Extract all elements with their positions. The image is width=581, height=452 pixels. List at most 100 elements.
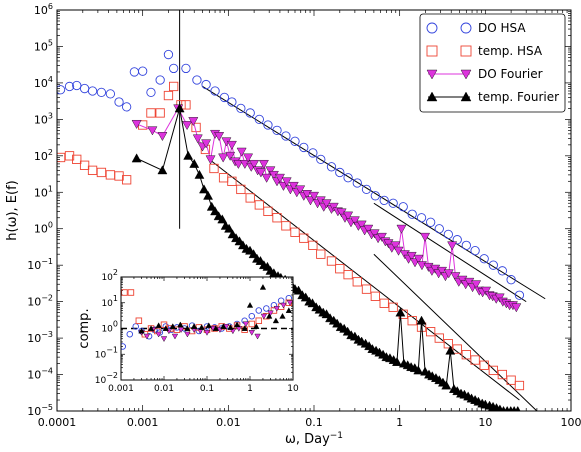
inset-data-point — [198, 324, 205, 330]
data-point — [227, 176, 237, 186]
fit-line — [202, 86, 546, 300]
y-tick-label: 105 — [34, 38, 53, 53]
data-point — [388, 198, 398, 208]
data-point — [114, 97, 124, 107]
data-point — [447, 241, 458, 251]
data-point — [147, 126, 158, 136]
data-point — [388, 302, 398, 312]
data-point — [437, 266, 447, 276]
data-point — [192, 75, 202, 85]
data-point — [395, 307, 406, 317]
inset-data-point — [279, 313, 286, 319]
data-point — [361, 284, 372, 294]
x-tick-label: 100 — [561, 416, 581, 429]
data-point — [225, 151, 236, 161]
y-tick-label: 10−4 — [27, 367, 53, 382]
inset-y-tick-label: 100 — [101, 320, 118, 335]
data-point — [79, 160, 90, 170]
legend-marker — [426, 22, 438, 34]
data-point — [407, 209, 417, 219]
inset-data-point — [143, 333, 151, 340]
data-point — [194, 169, 205, 179]
data-point — [390, 241, 401, 251]
inset-data-point — [138, 327, 145, 334]
data-point — [169, 81, 179, 92]
plot-frame — [56, 9, 572, 412]
inset-data-point — [248, 312, 256, 320]
data-point — [201, 139, 212, 149]
data-point — [245, 193, 255, 203]
data-point — [326, 256, 337, 266]
data-point — [105, 89, 116, 99]
inset-data-point — [286, 300, 293, 306]
data-point — [299, 142, 309, 153]
data-point — [87, 86, 98, 96]
data-point — [370, 191, 380, 201]
y-tick-label: 102 — [34, 148, 53, 163]
inset-data-point — [260, 313, 267, 320]
inset-data-point — [227, 324, 234, 330]
data-point — [121, 102, 132, 112]
inset-x-tick-label: 0.1 — [200, 384, 214, 394]
series-1 — [57, 81, 525, 391]
inset-data-point — [259, 284, 267, 290]
data-point — [328, 202, 339, 212]
data-point — [295, 185, 306, 195]
data-point — [64, 81, 75, 92]
data-point — [396, 224, 407, 234]
data-point — [514, 290, 525, 300]
data-point — [416, 213, 427, 223]
inset-series-group — [121, 284, 293, 350]
inset-data-point — [212, 325, 219, 331]
inset-data-point — [135, 317, 143, 324]
inset-data-point — [280, 302, 287, 309]
inset-y-axis-label: comp. — [77, 308, 92, 348]
data-point — [352, 277, 362, 287]
legend-marker — [460, 69, 472, 80]
data-point — [131, 120, 142, 129]
data-point — [121, 175, 132, 185]
data-point — [443, 229, 453, 240]
y-axis-label: h(ω), E(f) — [5, 180, 20, 240]
legend-marker — [460, 91, 472, 102]
data-point — [413, 365, 424, 375]
main-plot: 0.0001 0.001 0.01 0.1 1 10 100 10−5 10−4 10−3 10−2… — [5, 2, 581, 447]
inset-data-point — [184, 325, 191, 331]
data-point — [352, 178, 362, 188]
inset-data-point — [246, 302, 254, 308]
data-point — [452, 344, 462, 354]
data-point — [445, 345, 456, 355]
data-point — [157, 165, 168, 175]
inset-data-point — [190, 323, 198, 329]
data-point — [361, 184, 372, 195]
data-point — [219, 92, 230, 103]
x-tick-label: 0.1 — [305, 416, 323, 429]
legend-box — [419, 13, 566, 113]
data-point — [290, 136, 300, 146]
inset-data-point — [255, 317, 263, 324]
data-point — [316, 154, 326, 165]
data-point — [243, 153, 254, 163]
data-point — [182, 121, 193, 131]
data-point — [316, 249, 326, 259]
inset-x-tick-label: 0.001 — [108, 384, 134, 394]
data-point — [379, 195, 389, 206]
data-point — [254, 200, 264, 210]
inset-data-point — [233, 321, 241, 328]
data-point — [392, 357, 402, 366]
data-point — [290, 227, 300, 237]
y-tick-label: 100 — [34, 221, 53, 236]
inset-data-point — [248, 320, 256, 328]
x-tick-label: 0.001 — [127, 416, 159, 429]
data-point — [255, 168, 266, 178]
y-tick-label: 104 — [34, 75, 53, 90]
legend-entry: DO HSA — [426, 21, 526, 35]
inset-x-tick-label: 10 — [287, 384, 299, 394]
data-point — [146, 87, 156, 98]
data-point — [452, 235, 462, 245]
data-point — [441, 380, 452, 390]
series-0 — [57, 49, 525, 300]
data-point — [263, 206, 273, 216]
inset-data-point — [241, 325, 248, 331]
y-tick-label: 106 — [34, 2, 53, 17]
